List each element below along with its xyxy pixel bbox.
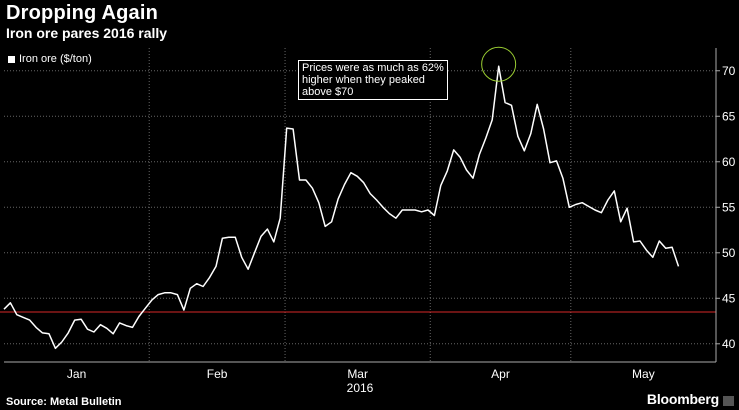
- x-tick-label-feb: Feb: [207, 367, 228, 381]
- legend: Iron ore ($/ton): [8, 53, 92, 65]
- y-tick-label-50: 50: [722, 246, 736, 260]
- y-tick-label-70: 70: [722, 64, 736, 78]
- x-tick-label-jan: Jan: [67, 367, 86, 381]
- chart-subtitle: Iron ore pares 2016 rally: [6, 25, 168, 41]
- legend-swatch: [8, 55, 15, 63]
- annotation-line-2: higher when they peaked: [302, 74, 425, 86]
- y-tick-label-65: 65: [722, 109, 736, 123]
- y-tick-label-55: 55: [722, 200, 736, 214]
- peak-highlight-circle: [481, 46, 517, 82]
- annotation-line-3: above $70: [302, 86, 354, 98]
- y-tick-label-60: 60: [722, 155, 736, 169]
- highlight-layer: [481, 46, 517, 82]
- annotation-box: Prices were as much as 62% higher when t…: [298, 60, 448, 100]
- series-line-iron-ore: [3, 65, 680, 350]
- annotation-line-1: Prices were as much as 62%: [302, 62, 444, 74]
- x-tick-label-mar: Mar: [347, 367, 368, 381]
- y-tick-label-40: 40: [722, 337, 736, 351]
- x-tick-label-may: May: [632, 367, 655, 381]
- legend-label: Iron ore ($/ton): [19, 53, 92, 65]
- x-year-label: 2016: [347, 381, 374, 395]
- brand-logo: Bloomberg: [646, 391, 719, 407]
- source-note: Source: Metal Bulletin: [6, 396, 122, 408]
- chart-title: Dropping Again: [6, 2, 159, 24]
- axes: 40 45 50 55 60 65 70 Jan Feb Mar Apr May 2016: [4, 48, 736, 395]
- y-tick-label-45: 45: [722, 291, 736, 305]
- series-layer: [3, 65, 680, 350]
- brand-icon: [723, 396, 734, 406]
- x-tick-label-apr: Apr: [491, 367, 510, 381]
- grid: [4, 48, 716, 362]
